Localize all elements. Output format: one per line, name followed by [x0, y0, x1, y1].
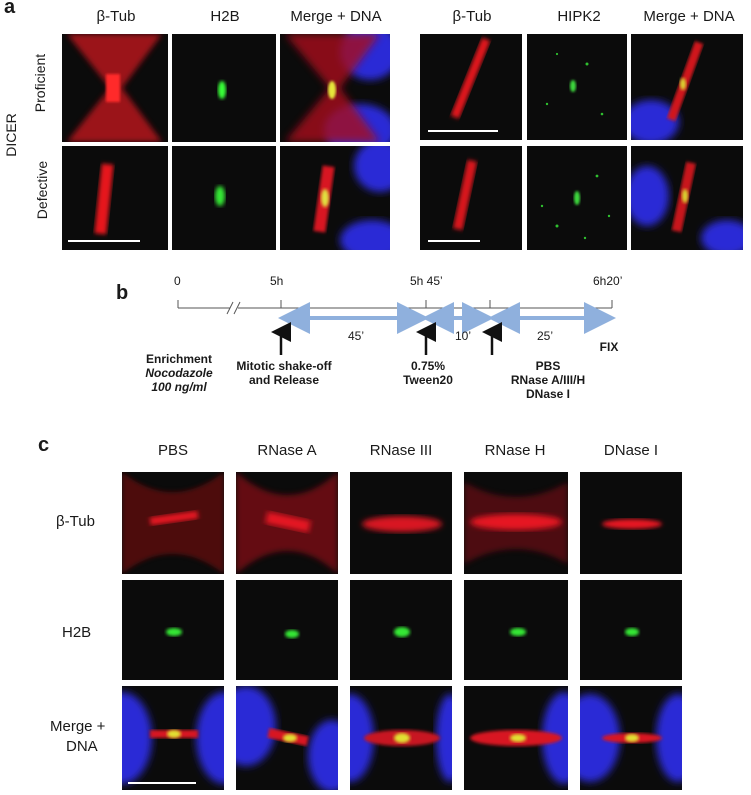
scale-bar	[428, 130, 498, 132]
tween-line-1: 0.75%	[410, 359, 446, 373]
col-header-rnase-a: RNase A	[257, 442, 317, 459]
col-header-rnase-h: RNase H	[484, 442, 546, 459]
enrichment-line-1: Enrichment	[145, 352, 212, 366]
shakeoff-line-2: and Release	[248, 373, 320, 387]
timeline-axis	[177, 300, 613, 315]
fix-label: FIX	[599, 340, 619, 354]
col-header-dnase-i: DNase I	[603, 442, 659, 459]
panel-a-letter: a	[4, 0, 16, 18]
header-a-left-merge: Merge + DNA	[290, 8, 382, 25]
micrograph-c-rnase-h-h2b	[464, 580, 568, 680]
micrograph-c-rnase-h-merge	[464, 686, 568, 790]
panel-b-letter: b	[116, 282, 129, 304]
scale-bar	[428, 240, 480, 242]
micrograph-c-rnase-iii-h2b	[350, 580, 452, 680]
row-label-dna: DNA	[66, 738, 98, 755]
micrograph-c-rnase-iii-btub	[350, 472, 452, 574]
micrograph-c-rnase-iii-merge	[350, 686, 452, 790]
micrograph-c-dnase-i-h2b	[580, 580, 682, 680]
shakeoff-note: Mitotic shake-off and Release	[226, 359, 342, 387]
treatments-note: PBS RNase A/III/H DNase I	[496, 359, 600, 401]
interval-label-25: 25’	[537, 329, 554, 343]
micrograph-a-defective-btub-right	[420, 146, 522, 250]
micrograph-c-rnase-a-h2b	[236, 580, 338, 680]
tween-line-2: Tween20	[403, 373, 453, 387]
enrichment-note: Enrichment Nocodazole 100 ng/ml	[134, 352, 224, 394]
micrograph-c-rnase-a-merge	[236, 686, 338, 790]
time-label-6h20: 6h20’	[593, 274, 623, 288]
micrograph-a-defective-merge-right	[631, 146, 743, 250]
micrograph-c-dnase-i-btub	[580, 472, 682, 574]
col-header-rnase-iii: RNase III	[369, 442, 433, 459]
micrograph-a-defective-h2b	[172, 146, 276, 250]
interval-label-45: 45’	[348, 329, 365, 343]
treatments-line-1: PBS	[535, 359, 561, 373]
header-a-right-hipk2: HIPK2	[557, 8, 601, 25]
scale-bar	[68, 240, 140, 242]
row-label-defective: Defective	[34, 160, 50, 220]
dicer-label: DICER	[3, 113, 19, 157]
row-label-proficient: Proficient	[32, 53, 48, 113]
micrograph-a-proficient-merge-right	[631, 34, 743, 140]
interval-label-10: 10’	[455, 329, 472, 343]
panel-c-letter: c	[38, 434, 50, 456]
header-a-left-h2b: H2B	[210, 8, 240, 25]
header-a-left-btub: β-Tub	[96, 8, 136, 25]
micrograph-c-pbs-merge	[122, 686, 224, 790]
header-a-right-btub: β-Tub	[452, 8, 492, 25]
treatments-line-3: DNase I	[525, 387, 571, 401]
micrograph-a-defective-merge	[280, 146, 390, 250]
time-label-5h: 5h	[270, 274, 284, 288]
micrograph-a-proficient-btub	[62, 34, 168, 142]
micrograph-c-dnase-i-merge	[580, 686, 682, 790]
row-label-h2b: H2B	[62, 624, 92, 641]
shakeoff-line-1: Mitotic shake-off	[236, 359, 332, 373]
micrograph-a-defective-hipk2	[527, 146, 627, 250]
micrograph-a-defective-btub	[62, 146, 168, 250]
tween-note: 0.75% Tween20	[396, 359, 460, 387]
time-label-5h45: 5h 45’	[410, 274, 443, 288]
enrichment-line-2: Nocodazole	[145, 366, 213, 380]
micrograph-a-proficient-h2b	[172, 34, 276, 142]
row-label-merge: Merge +	[50, 718, 106, 735]
micrograph-a-proficient-hipk2	[527, 34, 627, 140]
col-header-pbs: PBS	[157, 442, 188, 459]
row-label-btub: β-Tub	[56, 513, 95, 530]
micrograph-c-rnase-h-btub	[464, 472, 568, 574]
micrograph-c-rnase-a-btub	[236, 472, 338, 574]
header-a-right-merge: Merge + DNA	[643, 8, 735, 25]
enrichment-line-3: 100 ng/ml	[151, 380, 207, 394]
scale-bar	[128, 782, 196, 784]
micrograph-c-pbs-btub	[122, 472, 224, 574]
micrograph-a-proficient-merge	[280, 34, 390, 142]
micrograph-c-pbs-h2b	[122, 580, 224, 680]
treatments-line-2: RNase A/III/H	[510, 373, 586, 387]
micrograph-a-proficient-btub-right	[420, 34, 522, 140]
time-label-0: 0	[174, 274, 181, 288]
